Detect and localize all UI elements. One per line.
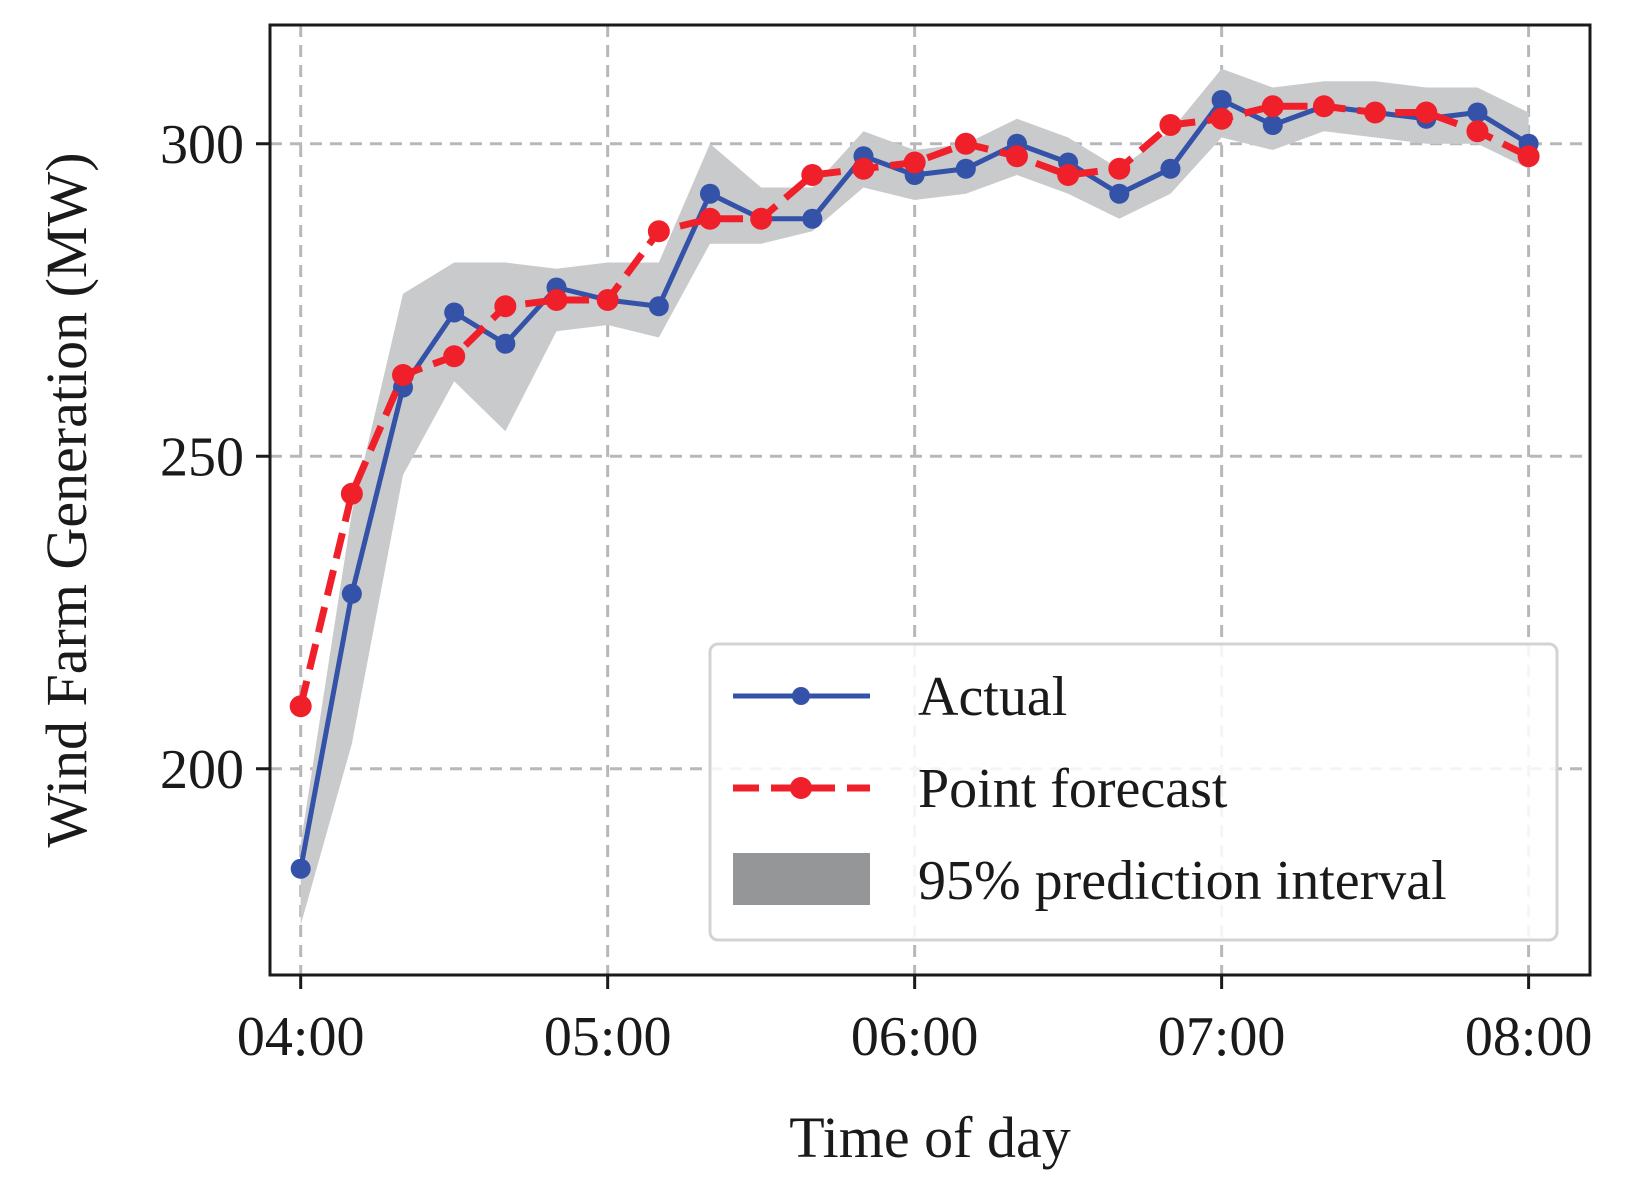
prediction-interval-band: [300, 68, 1529, 925]
legend-box: [708, 642, 1559, 942]
y-tick-label: 200: [160, 739, 244, 801]
data-point-actual: [290, 858, 311, 879]
data-point-point-forecast: [289, 695, 312, 718]
legend-interval-swatch: [733, 853, 870, 905]
data-point-point-forecast: [392, 364, 415, 386]
data-point-point-forecast: [596, 289, 619, 311]
data-point-point-forecast: [1466, 120, 1489, 143]
x-tick-label: 06:00: [851, 1006, 979, 1068]
data-point-point-forecast: [1312, 95, 1335, 118]
legend-forecast-label: Point forecast: [918, 758, 1228, 820]
data-point-actual: [1160, 158, 1181, 179]
data-point-point-forecast: [903, 151, 926, 174]
data-point-point-forecast: [494, 295, 517, 318]
legend: Actual Point forecast 95% prediction int…: [708, 642, 1559, 942]
data-point-point-forecast: [545, 289, 568, 311]
legend-forecast-marker: [790, 777, 812, 799]
data-point-point-forecast: [750, 207, 773, 230]
x-tick-label: 08:00: [1465, 1006, 1593, 1068]
data-point-point-forecast: [1364, 101, 1387, 124]
data-point-point-forecast: [852, 157, 875, 180]
legend-actual-marker: [792, 687, 810, 705]
axis-ticks: 04:00 05:00 06:00 07:00 08:00 200 250 300: [160, 114, 1592, 1068]
data-point-point-forecast: [340, 482, 363, 505]
x-tick-label: 05:00: [544, 1006, 672, 1068]
data-point-actual: [495, 333, 516, 354]
data-point-actual: [341, 583, 362, 604]
x-axis-label: Time of day: [789, 1105, 1070, 1170]
data-point-point-forecast: [1210, 107, 1233, 130]
data-point-point-forecast: [1517, 145, 1540, 168]
data-point-point-forecast: [1057, 164, 1080, 186]
data-point-actual: [1211, 90, 1232, 110]
prediction-interval-area: [300, 68, 1529, 925]
data-point-actual: [700, 183, 720, 204]
y-tick-label: 300: [160, 114, 244, 176]
data-point-actual: [1109, 183, 1130, 204]
y-axis-label: Wind Farm Generation (MW): [34, 152, 99, 847]
data-point-actual: [1467, 102, 1488, 123]
data-point-point-forecast: [1108, 157, 1131, 180]
data-point-point-forecast: [954, 132, 977, 155]
data-point-actual: [648, 296, 669, 317]
data-point-point-forecast: [801, 164, 824, 186]
data-point-point-forecast: [1261, 95, 1284, 118]
data-point-point-forecast: [699, 207, 721, 230]
plot-frame: [268, 23, 1592, 977]
data-point-point-forecast: [647, 220, 670, 243]
data-point-actual: [955, 158, 976, 179]
data-point-actual: [444, 302, 465, 323]
data-point-actual: [802, 208, 823, 229]
legend-interval-label: 95% prediction interval: [918, 850, 1447, 912]
data-point-point-forecast: [443, 345, 466, 368]
data-point-point-forecast: [1415, 101, 1438, 124]
series-lines: [289, 90, 1540, 879]
y-tick-label: 250: [160, 426, 244, 488]
data-point-actual: [1262, 115, 1283, 135]
legend-actual-label: Actual: [918, 666, 1067, 728]
data-point-point-forecast: [1159, 114, 1182, 136]
x-tick-label: 07:00: [1158, 1006, 1286, 1068]
x-tick-label: 04:00: [237, 1006, 365, 1068]
data-point-point-forecast: [1005, 145, 1028, 168]
